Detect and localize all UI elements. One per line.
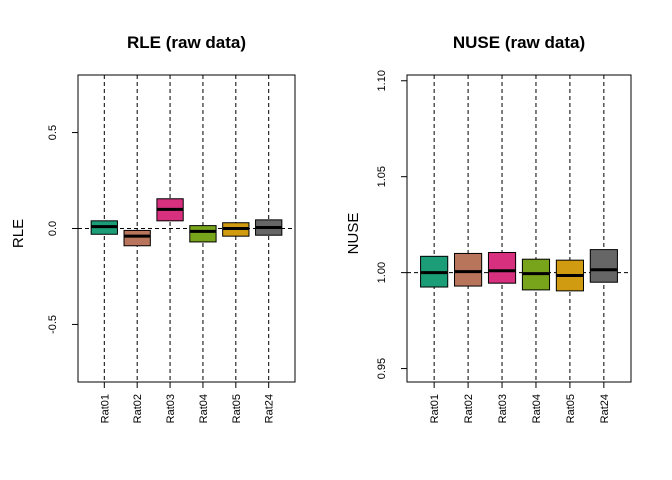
nuse-box-rat02 [454, 252, 483, 287]
nuse-category-label-rat02: Rat02 [463, 394, 475, 423]
rle-y-tick-label: 0.0 [47, 221, 59, 236]
nuse-category-label-rat24: Rat24 [599, 394, 611, 423]
nuse-y-axis-label: NUSE [345, 213, 362, 255]
nuse-panel: NUSE (raw data) NUSE 0.95 1.00 1.05 1.10 Rat… [345, 33, 632, 423]
nuse-category-label-rat05: Rat05 [565, 394, 577, 423]
nuse-plot-frame [406, 74, 632, 383]
rle-y-tick-label: -0.5 [47, 315, 59, 334]
rle-category-label-rat02: Rat02 [132, 394, 144, 423]
nuse-y-tick-label: 1.00 [376, 262, 388, 283]
nuse-box-rat03 [487, 251, 517, 284]
rle-category-label-rat05: Rat05 [231, 394, 243, 423]
nuse-y-tick-label: 0.95 [376, 358, 388, 379]
rle-y-axis-label: RLE [10, 219, 27, 248]
rle-title: RLE (raw data) [127, 33, 246, 52]
rle-category-label-rat04: Rat04 [198, 394, 210, 423]
nuse-category-label-rat01: Rat01 [429, 394, 441, 423]
rle-category-label-rat01: Rat01 [99, 394, 111, 423]
nuse-box-rat24 [589, 249, 618, 283]
nuse-category-label-rat04: Rat04 [531, 394, 543, 423]
rle-y-tick-label: 0.5 [47, 125, 59, 140]
rle-box-rat02 [123, 229, 151, 247]
rle-category-label-rat03: Rat03 [165, 394, 177, 423]
nuse-y-tick-label: 1.10 [376, 70, 388, 91]
nuse-y-tick-label: 1.05 [376, 166, 388, 187]
nuse-title: NUSE (raw data) [453, 33, 585, 52]
rle-box-rat04 [189, 225, 217, 243]
rle-panel: RLE (raw data) RLE -0.5 0.0 0.5 Rat01 Rat02 R… [10, 33, 296, 423]
rle-category-label-rat24: Rat24 [264, 394, 276, 423]
nuse-category-label-rat03: Rat03 [497, 394, 509, 423]
